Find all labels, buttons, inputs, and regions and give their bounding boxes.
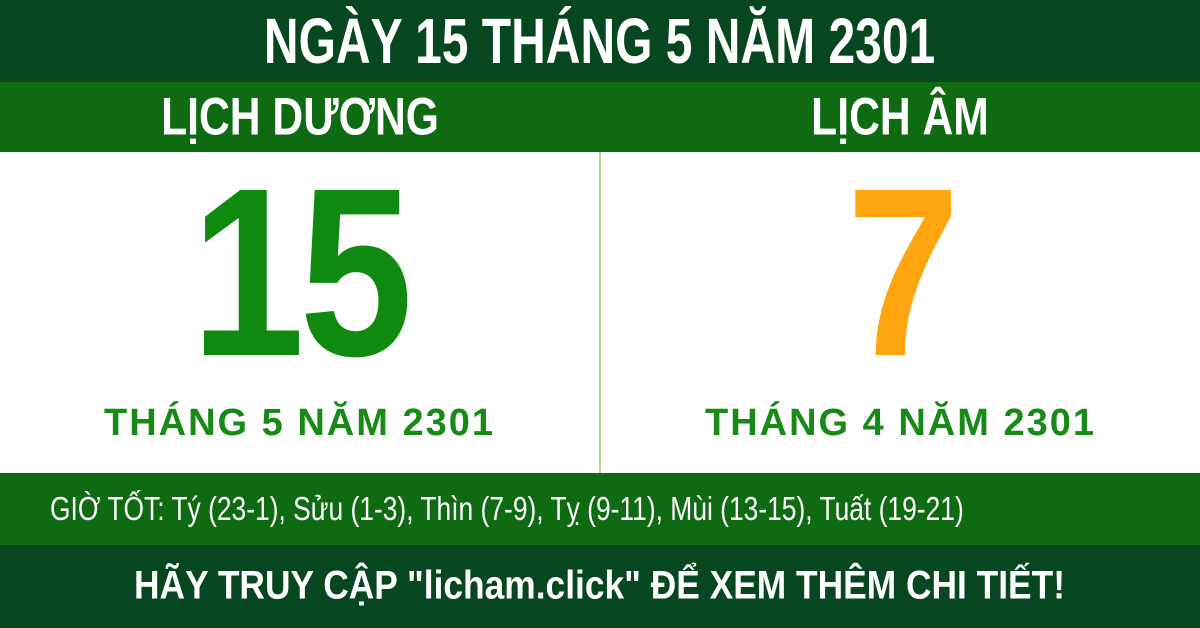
solar-panel: 15 THÁNG 5 NĂM 2301 — [0, 152, 599, 473]
column-divider — [599, 152, 601, 473]
good-hours-text: GIỜ TỐT: Tý (23-1), Sửu (1-3), Thìn (7-9… — [50, 490, 964, 527]
lunar-day-number: 7 — [846, 138, 959, 406]
footer-bar: HÃY TRUY CẬP "licham.click" ĐỂ XEM THÊM … — [0, 545, 1200, 628]
calendar-type-bar: LỊCH DƯƠNG LỊCH ÂM — [0, 82, 1200, 152]
solar-month-year: THÁNG 5 NĂM 2301 — [104, 402, 495, 444]
calendar-body: 15 THÁNG 5 NĂM 2301 7 THÁNG 4 NĂM 2301 — [0, 152, 1200, 473]
lunar-panel: 7 THÁNG 4 NĂM 2301 — [601, 152, 1200, 473]
lunar-calendar-label: LỊCH ÂM — [811, 87, 989, 147]
header-bar: NGÀY 15 THÁNG 5 NĂM 2301 — [0, 0, 1200, 82]
page-title: NGÀY 15 THÁNG 5 NĂM 2301 — [264, 5, 936, 77]
lunar-month-year: THÁNG 4 NĂM 2301 — [705, 402, 1096, 444]
footer-cta-text: HÃY TRUY CẬP "licham.click" ĐỂ XEM THÊM … — [134, 563, 1066, 609]
solar-calendar-label: LỊCH DƯƠNG — [161, 87, 439, 147]
good-hours-bar: GIỜ TỐT: Tý (23-1), Sửu (1-3), Thìn (7-9… — [0, 473, 1200, 545]
solar-day-number: 15 — [191, 138, 413, 406]
